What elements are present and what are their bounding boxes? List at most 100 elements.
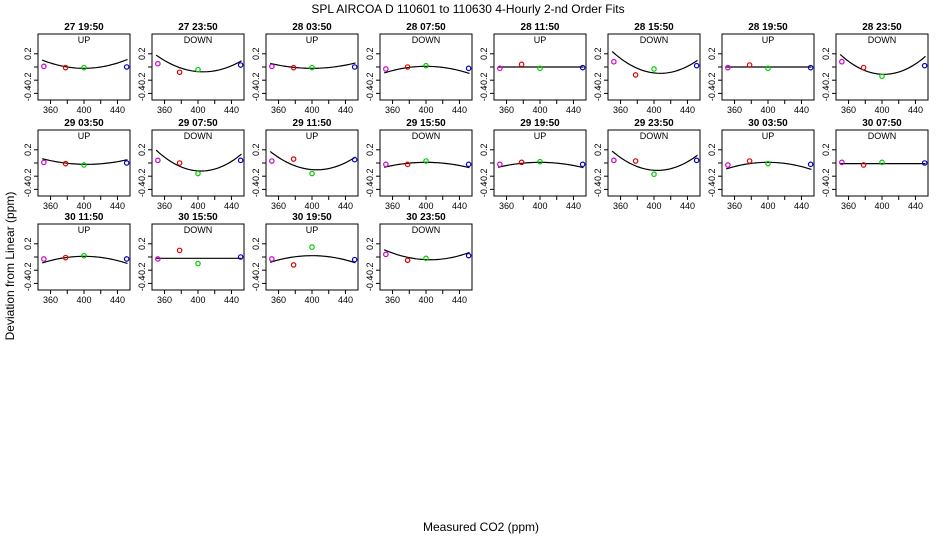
fit-curve xyxy=(41,58,128,69)
x-tick-label: 400 xyxy=(304,105,319,115)
x-tick-label: 360 xyxy=(841,201,856,211)
panel-title: 30 11:50 xyxy=(65,212,104,223)
data-point xyxy=(693,157,700,164)
panel: 28 15:50 DOWN 360 400 440 -0.4-0.2 0.2 xyxy=(593,22,701,115)
data-point xyxy=(123,160,130,166)
panel-title: 28 03:50 xyxy=(292,22,332,33)
data-point xyxy=(807,64,814,71)
data-point xyxy=(123,256,130,262)
y-tick-label: -0.2 xyxy=(707,168,717,184)
data-point xyxy=(176,69,183,76)
panel-direction: DOWN xyxy=(868,131,897,141)
panel-direction: UP xyxy=(762,35,775,45)
y-tick-label: -0.2 xyxy=(365,168,375,184)
panel-title: 28 23:50 xyxy=(862,22,902,33)
x-tick-label: 440 xyxy=(110,201,125,211)
y-tick-label: 0.2 xyxy=(593,144,603,157)
data-point xyxy=(290,262,297,268)
panel-direction: UP xyxy=(78,35,91,45)
x-tick-label: 440 xyxy=(566,105,581,115)
x-tick-label: 440 xyxy=(566,201,581,211)
fit-curve xyxy=(384,161,470,169)
y-tick-label: -0.2 xyxy=(365,262,375,278)
data-point xyxy=(155,256,161,262)
y-tick-label: -0.4 xyxy=(137,182,147,198)
panel: 27 23:50 DOWN 360 400 440 -0.4-0.2 0.2 xyxy=(137,22,245,115)
x-tick-label: 360 xyxy=(385,105,400,115)
panel-title: 30 23:50 xyxy=(406,212,446,223)
data-point xyxy=(309,170,315,177)
data-point xyxy=(269,256,275,262)
x-tick-label: 400 xyxy=(76,105,91,115)
data-point xyxy=(632,158,639,164)
data-point xyxy=(746,158,753,164)
x-tick-label: 360 xyxy=(157,201,172,211)
x-tick-label: 400 xyxy=(760,105,775,115)
panel: 27 19:50 UP 360 400 440 -0.4-0.2 0.2 xyxy=(23,22,131,115)
data-point xyxy=(404,64,411,70)
y-tick-label: 0.2 xyxy=(251,48,261,61)
panel-title: 28 15:50 xyxy=(634,22,674,33)
data-point xyxy=(921,160,928,166)
x-tick-label: 440 xyxy=(908,105,923,115)
y-tick-label: -0.4 xyxy=(365,86,375,102)
panel: 29 23:50 DOWN 360 400 440 -0.4-0.2 0.2 xyxy=(593,118,701,211)
x-tick-label: 440 xyxy=(224,295,239,305)
x-tick-label: 360 xyxy=(385,295,400,305)
x-tick-label: 400 xyxy=(76,201,91,211)
x-tick-label: 360 xyxy=(271,105,286,115)
fit-curve xyxy=(155,54,242,73)
y-tick-label: 0.2 xyxy=(137,48,147,61)
data-point xyxy=(123,64,130,70)
fit-curve xyxy=(155,149,242,172)
fit-curve xyxy=(270,62,356,69)
data-point xyxy=(351,64,358,70)
data-point xyxy=(465,161,472,168)
x-tick-label: 400 xyxy=(532,105,547,115)
fit-curve xyxy=(42,158,128,165)
data-point xyxy=(423,62,429,69)
y-tick-label: 0.2 xyxy=(23,144,33,157)
y-tick-label: 0.2 xyxy=(23,238,33,251)
y-tick-label: 0.2 xyxy=(479,144,489,157)
x-tick-label: 360 xyxy=(841,105,856,115)
y-tick-label: 0.2 xyxy=(707,144,717,157)
panel-title: 27 23:50 xyxy=(178,22,218,33)
y-tick-label: -0.4 xyxy=(593,86,603,102)
fit-curve xyxy=(611,51,698,74)
data-point xyxy=(860,162,867,168)
y-tick-label: 0.2 xyxy=(365,238,375,251)
panel-title: 30 19:50 xyxy=(292,212,332,223)
y-tick-label: -0.2 xyxy=(479,168,489,184)
panel: 30 07:50 DOWN 360 400 440 -0.4-0.2 0.2 xyxy=(821,118,929,211)
x-tick-label: 400 xyxy=(418,201,433,211)
data-point xyxy=(237,254,244,260)
y-tick-label: -0.2 xyxy=(23,262,33,278)
data-point xyxy=(269,63,275,70)
data-point xyxy=(309,244,315,250)
y-tick-label: -0.2 xyxy=(821,168,831,184)
data-point xyxy=(404,161,411,168)
data-point xyxy=(155,60,161,67)
panel-direction: UP xyxy=(306,131,319,141)
y-tick-label: 0.2 xyxy=(479,48,489,61)
data-point xyxy=(155,157,161,164)
x-tick-label: 440 xyxy=(110,295,125,305)
data-point xyxy=(651,171,657,178)
x-tick-label: 440 xyxy=(224,201,239,211)
data-point xyxy=(651,66,657,72)
data-point xyxy=(879,159,885,166)
x-tick-label: 440 xyxy=(338,295,353,305)
panel: 29 19:50 UP 360 400 440 -0.4-0.2 0.2 xyxy=(479,118,587,211)
x-tick-label: 360 xyxy=(157,105,172,115)
x-tick-label: 400 xyxy=(646,105,661,115)
data-point xyxy=(41,159,47,166)
y-tick-label: -0.2 xyxy=(593,168,603,184)
panel: 30 03:50 UP 360 400 440 -0.4-0.2 0.2 xyxy=(707,118,815,211)
fit-curve xyxy=(384,65,470,75)
y-tick-label: 0.2 xyxy=(23,48,33,61)
panel-title: 29 11:50 xyxy=(293,118,332,129)
y-tick-label: -0.2 xyxy=(593,72,603,88)
panel-direction: UP xyxy=(306,225,319,235)
